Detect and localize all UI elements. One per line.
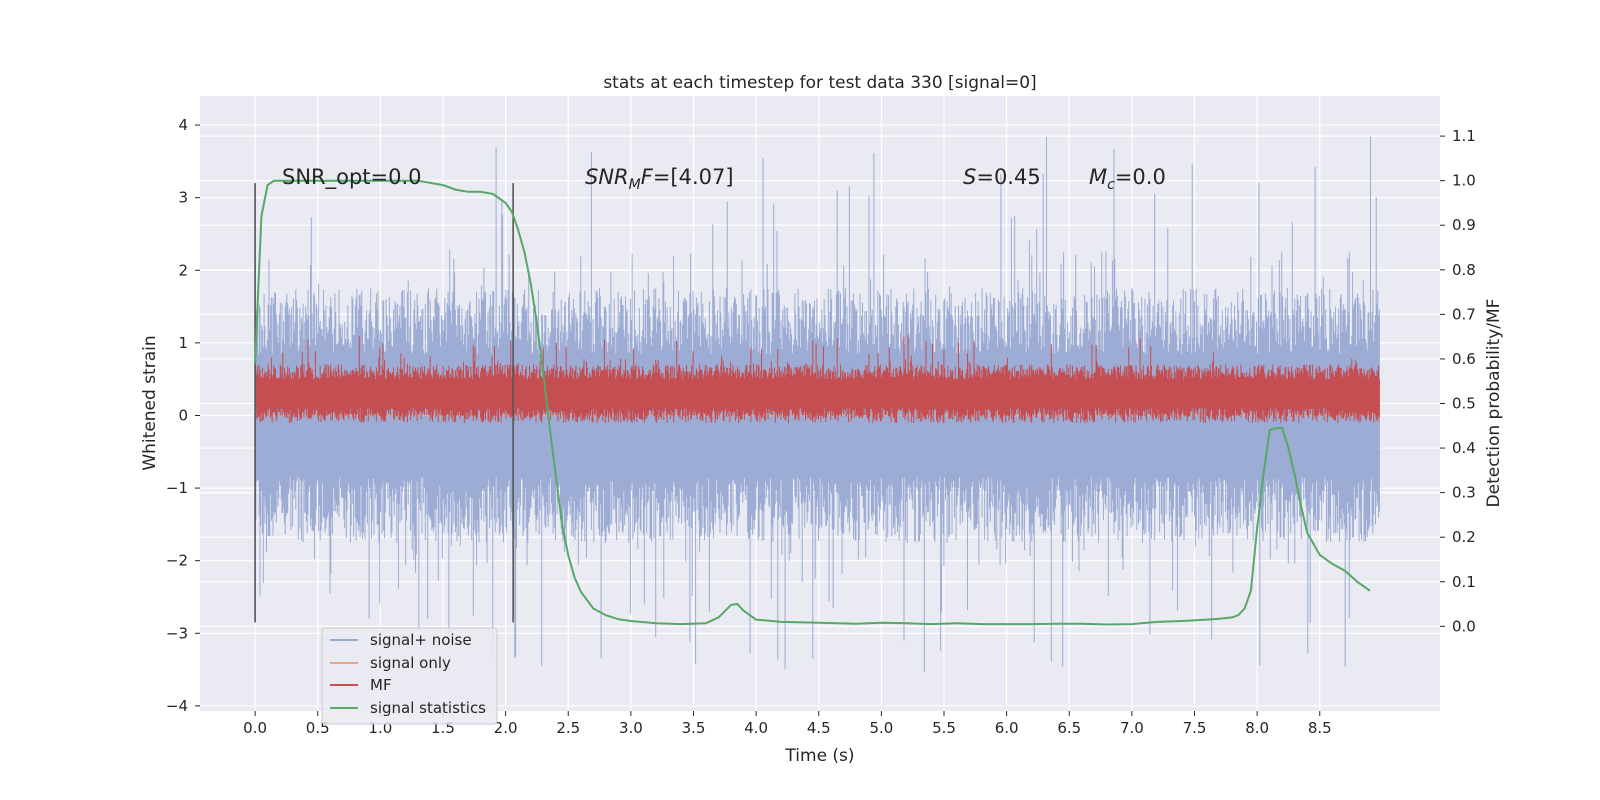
y-axis-label: Whitened strain [140,335,160,470]
y-tick-label: 0 [178,406,188,424]
legend-label-signal-only: signal only [370,654,451,672]
series-signal-statistics [254,179,1371,626]
x-tick-label: 7.5 [1183,719,1207,737]
y-tick-label: 4 [178,116,188,134]
x-tick-label: 6.5 [1057,719,1081,737]
y-right-tick-label: 0.6 [1452,350,1476,368]
y-right-tick-label: 0.3 [1452,484,1476,502]
s-var: S [963,165,976,189]
vertical-lines [254,183,514,623]
y-right-tick-label: 0.4 [1452,439,1476,457]
axis-ticks: 0.0 0.5 1.0 1.5 2.0 2.5 3.0 3.5 4.0 4.5 5.0 5.5 6.0 6… [166,116,1476,737]
y-right-tick-label: 0.2 [1452,528,1476,546]
legend-label-mf: MF [370,676,392,694]
y-right-tick-label: 1.0 [1452,172,1476,190]
x-axis-label: Time (s) [784,746,854,766]
mc-sub: c [1107,177,1115,193]
y-right-tick-label: 0.7 [1452,305,1476,323]
y-right-tick-label: 0.5 [1452,395,1476,413]
s-value: =0.45 [976,165,1040,189]
y-right-tick-label: 0.1 [1452,573,1476,591]
y-tick-label: 2 [178,261,188,279]
annotation-s: S=0.45 [963,165,1041,189]
x-tick-label: 4.5 [807,719,831,737]
snr-mf-value: =[4.07] [653,165,734,189]
x-tick-label: 8.0 [1245,719,1269,737]
x-tick-label: 0.0 [243,719,267,737]
y-tick-label: −4 [166,697,188,715]
x-tick-label: 7.0 [1120,719,1144,737]
y-tick-label: 3 [178,189,188,207]
annotation-snr-mf: SNRMF=[4.07] [585,165,734,193]
annotation-mc: Mc=0.0 [1089,165,1166,193]
y-axis-right-label: Detection probability/MF [1484,299,1504,508]
x-tick-label: 2.0 [494,719,518,737]
annotation-snr-opt: SNR_opt=0.0 [282,165,422,190]
snr-mf-sub: M [629,177,641,193]
mc-var: M [1089,165,1107,189]
x-tick-label: 6.0 [995,719,1019,737]
snr-mf-prefix: SNR [585,165,629,189]
y-tick-label: 1 [178,334,188,352]
y-right-tick-label: 0.0 [1452,617,1476,635]
x-tick-label: 3.5 [682,719,706,737]
y-tick-label: −3 [166,624,188,642]
legend-box [321,627,498,725]
x-tick-label: 2.5 [556,719,580,737]
legend-label-signal-statistics: signal statistics [370,699,486,717]
y-tick-label: −2 [166,552,188,570]
y-right-tick-label: 0.8 [1452,261,1476,279]
y-right-tick-label: 1.1 [1452,127,1476,145]
y-tick-label: −1 [166,479,188,497]
snr-mf-var: F [641,165,654,189]
legend-label-signal-noise: signal+ noise [370,631,472,649]
x-tick-label: 5.0 [869,719,893,737]
x-tick-label: 5.5 [932,719,956,737]
x-tick-label: 8.5 [1308,719,1332,737]
x-tick-label: 4.0 [744,719,768,737]
chart-title: stats at each timestep for test data 330… [603,73,1036,93]
mc-value: =0.0 [1115,165,1166,189]
legend: signal+ noise signal only MF signal stat… [321,627,498,725]
plot-layers [254,136,1380,672]
y-right-tick-label: 0.9 [1452,216,1476,234]
x-tick-label: 3.0 [619,719,643,737]
